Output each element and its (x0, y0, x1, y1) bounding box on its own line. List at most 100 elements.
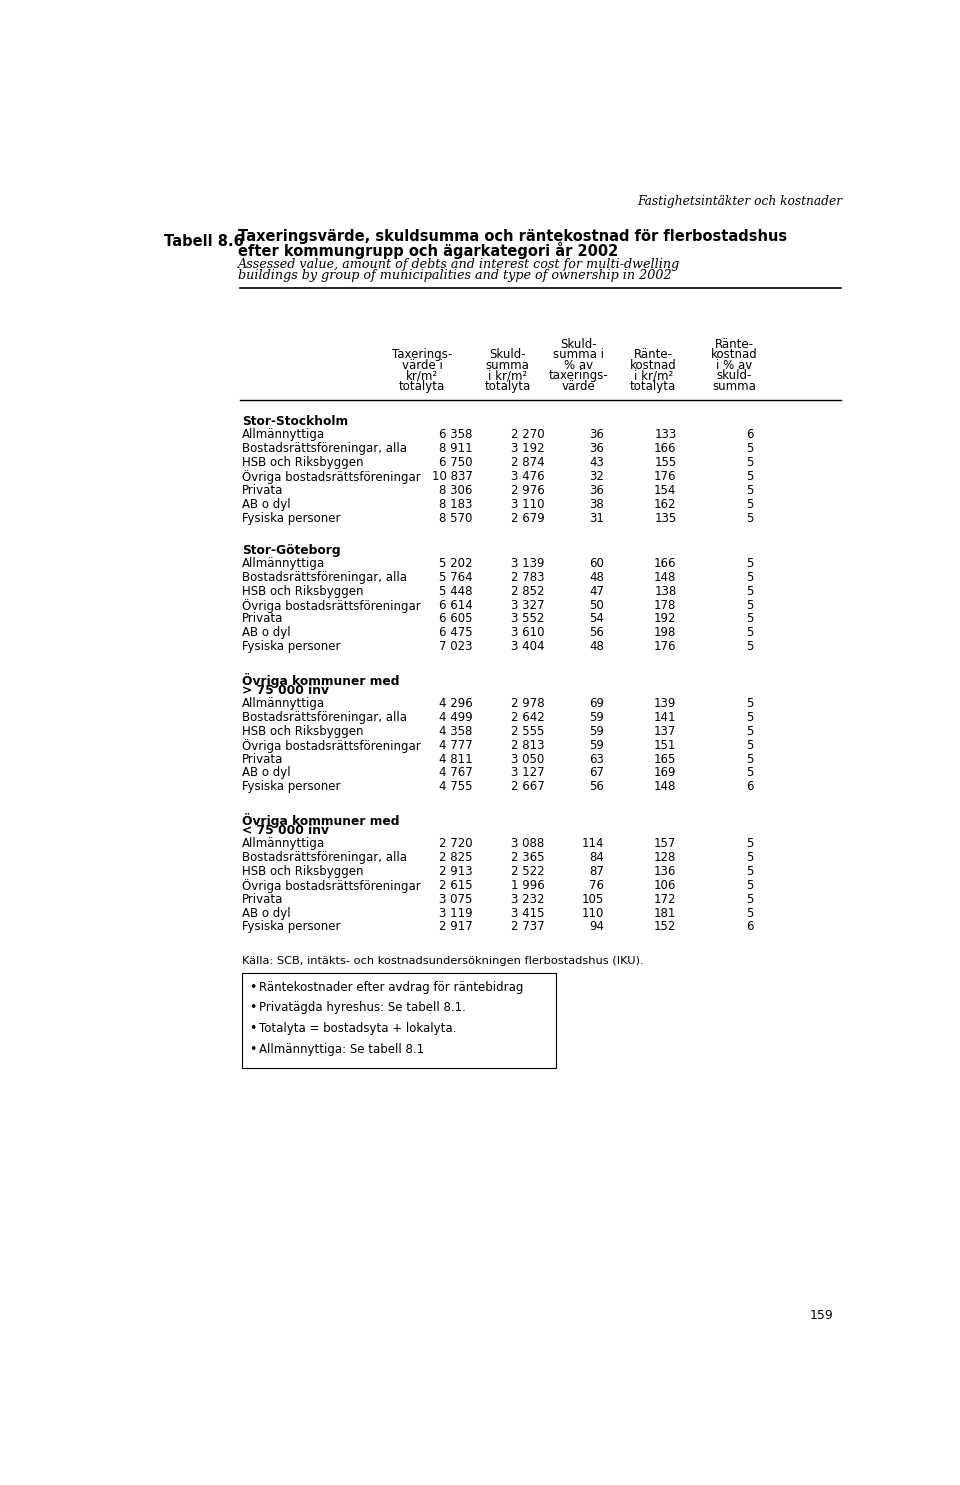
Text: Skuld-: Skuld- (490, 349, 526, 361)
Text: 139: 139 (654, 696, 677, 710)
Text: 3 327: 3 327 (512, 598, 544, 612)
Text: 4 296: 4 296 (439, 696, 472, 710)
Text: Assessed value, amount of debts and interest cost for multi-dwelling: Assessed value, amount of debts and inte… (238, 257, 680, 270)
Text: 63: 63 (589, 753, 605, 766)
Text: 1 996: 1 996 (511, 879, 544, 892)
Text: 151: 151 (654, 738, 677, 751)
Text: 5: 5 (747, 640, 754, 653)
Text: Övriga kommuner med: Övriga kommuner med (242, 673, 399, 688)
Text: 4 755: 4 755 (439, 780, 472, 793)
Text: 2 615: 2 615 (439, 879, 472, 892)
Text: Allmännyttiga: Allmännyttiga (242, 429, 324, 441)
Text: 4 358: 4 358 (440, 725, 472, 738)
Text: 8 570: 8 570 (440, 512, 472, 524)
Text: i kr/m²: i kr/m² (488, 370, 527, 382)
Text: Allmännyttiga: Se tabell 8.1: Allmännyttiga: Se tabell 8.1 (259, 1042, 424, 1056)
Text: Källa: SCB, intäkts- och kostnadsundersökningen flerbostadshus (IKU).: Källa: SCB, intäkts- och kostnadsundersö… (242, 956, 643, 965)
Text: Skuld-: Skuld- (561, 339, 597, 350)
Text: 5: 5 (747, 838, 754, 851)
Text: buildings by group of municipalities and type of ownership in 2002: buildings by group of municipalities and… (238, 269, 671, 282)
Text: totalyta: totalyta (399, 380, 445, 392)
Text: 47: 47 (589, 585, 605, 598)
Text: 59: 59 (589, 711, 605, 725)
Text: Allmännyttiga: Allmännyttiga (242, 838, 324, 851)
Text: Ränte-: Ränte- (634, 349, 673, 361)
Text: Övriga bostadsrättsföreningar: Övriga bostadsrättsföreningar (242, 879, 420, 892)
Text: 67: 67 (589, 766, 605, 780)
Text: Stor-Stockholm: Stor-Stockholm (242, 416, 348, 428)
Text: 3 404: 3 404 (512, 640, 544, 653)
Text: 181: 181 (654, 907, 677, 919)
Text: •: • (250, 1022, 257, 1035)
Text: 5: 5 (747, 471, 754, 483)
Text: 5: 5 (747, 907, 754, 919)
Text: 2 976: 2 976 (511, 484, 544, 497)
Text: 6 614: 6 614 (439, 598, 472, 612)
Text: Övriga bostadsrättsföreningar: Övriga bostadsrättsföreningar (242, 471, 420, 484)
Text: efter kommungrupp och ägarkategori år 2002: efter kommungrupp och ägarkategori år 20… (238, 242, 618, 258)
Text: 5: 5 (747, 879, 754, 892)
Text: 166: 166 (654, 557, 677, 570)
Text: > 75 000 inv: > 75 000 inv (242, 685, 328, 696)
Text: 5: 5 (747, 711, 754, 725)
Text: 166: 166 (654, 443, 677, 456)
Text: •: • (250, 1001, 257, 1014)
Text: Stor-Göteborg: Stor-Göteborg (242, 544, 340, 557)
Text: 137: 137 (654, 725, 677, 738)
Text: 154: 154 (654, 484, 677, 497)
Text: 84: 84 (589, 851, 605, 864)
Text: 172: 172 (654, 892, 677, 906)
Text: Taxerings-: Taxerings- (392, 349, 452, 361)
Text: Taxeringsvärde, skuldsumma och räntekostnad för flerbostadshus: Taxeringsvärde, skuldsumma och räntekost… (238, 229, 787, 244)
Text: AB o dyl: AB o dyl (242, 766, 290, 780)
Text: Ränte-: Ränte- (715, 339, 754, 350)
Text: 48: 48 (589, 570, 605, 584)
Text: 4 811: 4 811 (439, 753, 472, 766)
Text: 3 088: 3 088 (512, 838, 544, 851)
Text: värde: värde (562, 380, 595, 392)
Text: 5: 5 (747, 456, 754, 469)
Text: AB o dyl: AB o dyl (242, 907, 290, 919)
Text: 2 917: 2 917 (439, 921, 472, 934)
Text: 2 825: 2 825 (439, 851, 472, 864)
Text: 162: 162 (654, 497, 677, 511)
Text: 5: 5 (747, 753, 754, 766)
Text: 3 139: 3 139 (512, 557, 544, 570)
Text: 31: 31 (589, 512, 605, 524)
Text: 3 110: 3 110 (512, 497, 544, 511)
Text: skuld-: skuld- (717, 370, 753, 382)
Text: 5 448: 5 448 (439, 585, 472, 598)
Text: 165: 165 (654, 753, 677, 766)
Text: 48: 48 (589, 640, 605, 653)
Text: Bostadsrättsföreningar, alla: Bostadsrättsföreningar, alla (242, 443, 407, 456)
Text: 6 750: 6 750 (439, 456, 472, 469)
Text: i kr/m²: i kr/m² (634, 370, 673, 382)
Text: 3 127: 3 127 (511, 766, 544, 780)
Text: 56: 56 (589, 780, 605, 793)
Text: 3 119: 3 119 (439, 907, 472, 919)
Text: kostnad: kostnad (630, 359, 677, 371)
Text: 114: 114 (582, 838, 605, 851)
Text: AB o dyl: AB o dyl (242, 497, 290, 511)
Text: 176: 176 (654, 640, 677, 653)
Text: 4 499: 4 499 (439, 711, 472, 725)
Text: 56: 56 (589, 627, 605, 640)
Text: 157: 157 (654, 838, 677, 851)
Text: kostnad: kostnad (711, 349, 758, 361)
Text: 169: 169 (654, 766, 677, 780)
Text: % av: % av (564, 359, 593, 371)
Text: Allmännyttiga: Allmännyttiga (242, 696, 324, 710)
Text: 178: 178 (654, 598, 677, 612)
Text: 5: 5 (747, 725, 754, 738)
Text: Övriga bostadsrättsföreningar: Övriga bostadsrättsföreningar (242, 738, 420, 753)
Text: 2 522: 2 522 (511, 866, 544, 878)
Text: 5: 5 (747, 866, 754, 878)
Text: 2 783: 2 783 (512, 570, 544, 584)
Text: 110: 110 (582, 907, 605, 919)
Text: 5: 5 (747, 598, 754, 612)
Text: HSB och Riksbyggen: HSB och Riksbyggen (242, 725, 363, 738)
Text: 76: 76 (589, 879, 605, 892)
Text: summa: summa (712, 380, 756, 392)
Text: totalyta: totalyta (485, 380, 531, 392)
Text: taxerings-: taxerings- (549, 370, 609, 382)
